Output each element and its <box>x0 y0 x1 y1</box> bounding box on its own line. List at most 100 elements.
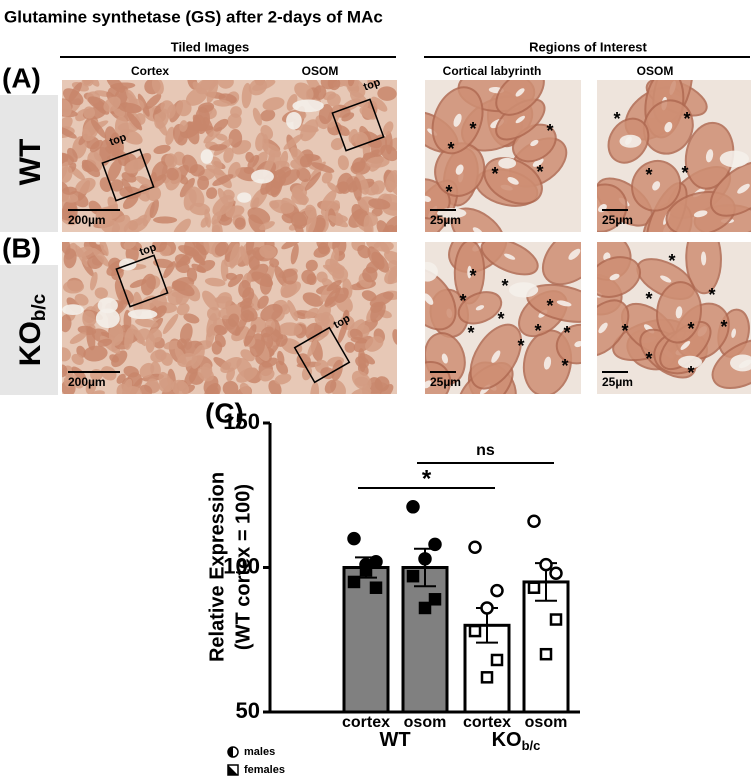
marker: * <box>613 109 620 129</box>
tubule <box>301 365 313 381</box>
tubule <box>317 242 330 255</box>
tubule <box>304 204 317 219</box>
tubule <box>204 277 226 287</box>
tubule <box>62 364 68 378</box>
tubule <box>89 271 98 291</box>
tubule <box>205 323 215 348</box>
tubule <box>107 159 122 182</box>
group-label-main: WT <box>379 729 410 751</box>
tubule <box>305 259 318 272</box>
point-male <box>539 557 553 572</box>
tubule <box>165 126 175 146</box>
tubule <box>348 128 358 144</box>
point-female <box>369 581 383 594</box>
tubule <box>63 248 77 269</box>
tubule <box>123 242 137 250</box>
tubule <box>325 258 345 279</box>
tubule <box>89 139 103 153</box>
row-label-sub: b/c <box>29 293 50 321</box>
tubule <box>383 250 397 266</box>
tubule <box>74 293 89 306</box>
tubule <box>85 379 97 394</box>
lumen <box>680 341 691 350</box>
tubule <box>69 332 87 345</box>
lumen <box>693 210 708 218</box>
tubule <box>379 384 394 394</box>
panel-label: (A) <box>2 62 41 93</box>
tubule <box>162 313 179 335</box>
tubule <box>268 380 282 394</box>
point-male <box>347 531 361 546</box>
tubule <box>307 339 318 358</box>
point-female <box>468 624 482 638</box>
roi-box <box>331 98 385 152</box>
tubule <box>217 188 229 207</box>
tubule <box>86 326 96 351</box>
tubule <box>68 82 83 102</box>
tubule <box>367 246 385 270</box>
marker: * <box>491 164 498 184</box>
tubule <box>382 121 394 136</box>
tubule <box>321 171 333 184</box>
group-label: KOb/c <box>492 729 541 753</box>
marker: * <box>445 182 452 202</box>
tubule <box>280 280 297 298</box>
point-female <box>527 581 541 594</box>
tubule <box>260 303 283 322</box>
tubule <box>124 327 134 350</box>
tubule <box>62 166 73 183</box>
x-tick-label: cortex <box>342 714 390 731</box>
row-label: WT <box>14 139 47 186</box>
tubule <box>139 362 155 378</box>
tubule <box>223 147 234 163</box>
tubule <box>295 124 319 133</box>
marker: * <box>447 139 454 159</box>
lumen <box>731 328 737 338</box>
tubule <box>244 324 257 347</box>
marker: * <box>563 323 570 343</box>
tubule <box>111 350 128 368</box>
tubule <box>359 106 377 120</box>
lumen <box>705 149 714 163</box>
tubule <box>62 186 77 195</box>
tubule <box>183 188 197 211</box>
tubule <box>278 322 303 336</box>
roi-box <box>293 326 351 384</box>
roi-label: top <box>108 131 128 148</box>
tubule <box>367 80 378 88</box>
tubule <box>195 80 216 95</box>
tubule <box>331 359 343 381</box>
tubule <box>313 85 327 101</box>
tubule <box>384 264 397 285</box>
tubule <box>184 365 198 387</box>
lumen <box>507 176 519 185</box>
lumen <box>425 195 431 202</box>
tubule <box>259 221 275 231</box>
gap <box>498 157 517 169</box>
tubule <box>368 198 391 210</box>
tubule <box>227 313 240 327</box>
tubule <box>126 385 143 394</box>
tubule <box>109 354 120 363</box>
panel-label: (B) <box>2 232 41 263</box>
x-tick-label: osom <box>525 714 568 731</box>
tubule <box>151 174 167 188</box>
tubule <box>260 109 276 122</box>
tubule <box>151 80 164 95</box>
gap <box>678 355 703 369</box>
tubule <box>62 280 85 294</box>
tubule <box>213 324 227 336</box>
lumen <box>675 306 683 319</box>
tubule <box>75 177 96 195</box>
lumen <box>472 227 484 232</box>
lumen <box>737 183 750 194</box>
marker: * <box>534 321 541 341</box>
lumen <box>515 88 525 97</box>
tubule <box>62 126 77 139</box>
point-male <box>480 601 494 615</box>
legend-label: females <box>244 764 285 776</box>
tubule <box>114 115 130 141</box>
tubule <box>62 208 73 221</box>
tubule <box>318 103 334 125</box>
